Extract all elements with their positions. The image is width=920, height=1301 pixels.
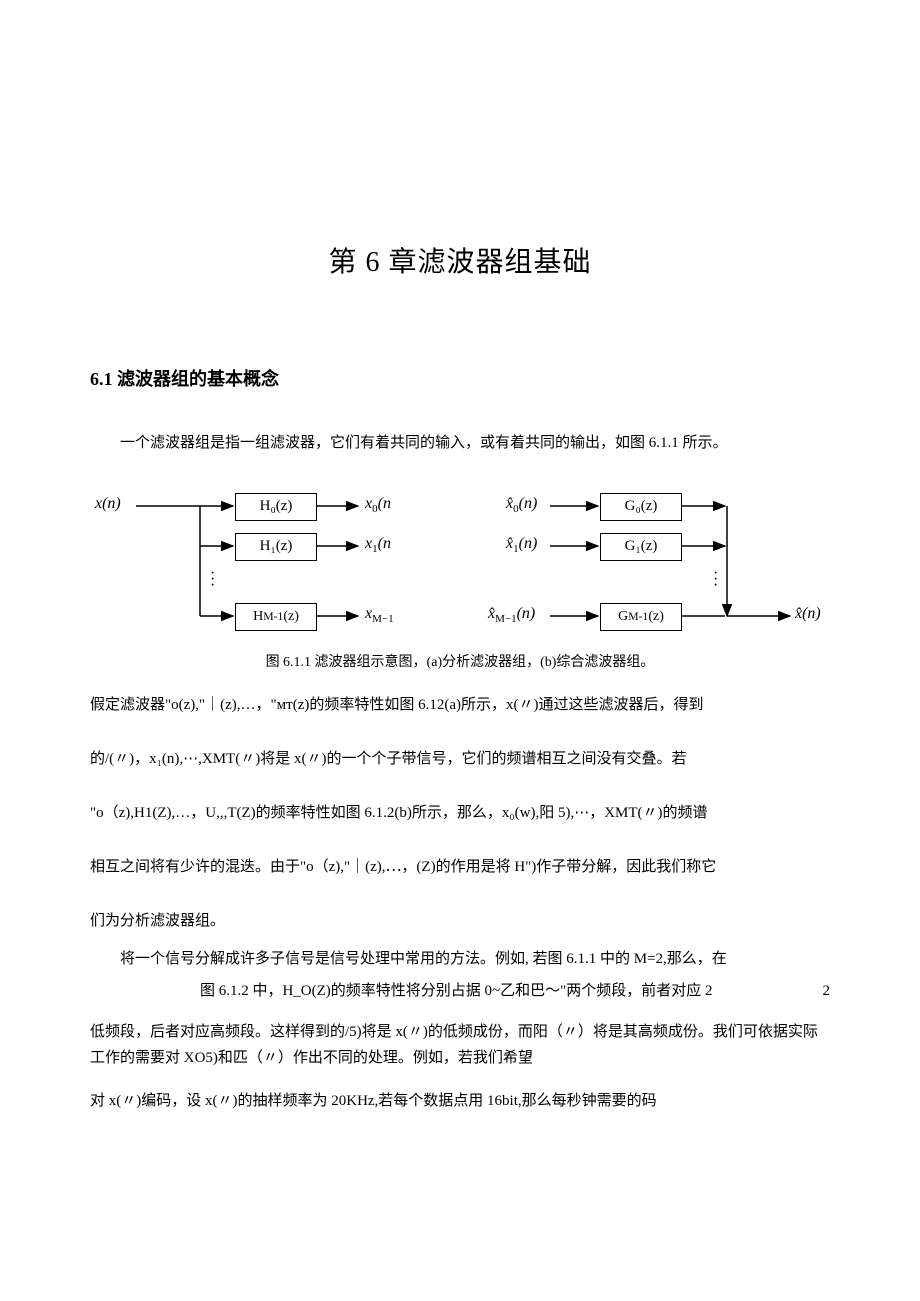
body-para-8: 低频段，后者对应高频段。这样得到的/5)将是 x(〃)的低频成份，而阳（〃）将是… (90, 1020, 830, 1071)
section-title: 6.1 滤波器组的基本概念 (90, 365, 830, 391)
body-para-5: 们为分析滤波器组。 (90, 902, 830, 941)
box-g0: G₀(z) (600, 493, 682, 521)
label-input-xn: x(n) (95, 495, 121, 513)
figure-caption: 图 6.1.1 滤波器组示意图，(a)分析滤波器组，(b)综合滤波器组。 (90, 651, 830, 671)
label-x1: x1(n (365, 535, 391, 555)
vdots-left: ··· (210, 571, 215, 589)
filter-bank-diagram: x(n) H₀(z) H₁(z) HM-1(z) x0(n x1(n xM−1 … (90, 475, 830, 645)
label-x0: x0(n (365, 495, 391, 515)
box-h0: H₀(z) (235, 493, 317, 521)
label-xhat0: x̂0(n) (506, 495, 537, 515)
box-gm1: GM-1(z) (600, 603, 682, 631)
figure-6-1-1: x(n) H₀(z) H₁(z) HM-1(z) x0(n x1(n xM−1 … (90, 475, 830, 671)
vdots-right: ··· (713, 571, 718, 589)
label-xhatm1: x̂M−1(n) (488, 605, 535, 625)
body-para-9: 对 x(〃)编码，设 x(〃)的抽样频率为 20KHz,若每个数据点用 16bi… (90, 1089, 830, 1115)
diagram-wires (90, 475, 830, 645)
label-xm1: xM−1 (365, 605, 394, 625)
box-hm1: HM-1(z) (235, 603, 317, 631)
intro-paragraph: 一个滤波器组是指一组滤波器，它们有着共同的输入，或有着共同的输出，如图 6.1.… (90, 431, 830, 457)
body-7-right: 2 (823, 978, 831, 1005)
box-g1: G₁(z) (600, 533, 682, 561)
body-para-6: 将一个信号分解成许多子信号是信号处理中常用的方法。例如, 若图 6.1.1 中的… (90, 947, 830, 973)
body-para-1: 假定滤波器"o(z),"｜(z),…，"мт(z)的频率特性如图 6.12(a)… (90, 686, 830, 725)
body-7-center: 图 6.1.2 中，H_O(Z)的频率特性将分别占据 0~乙和巴～"两个频段，前… (200, 983, 713, 999)
label-xhat1: x̂1(n) (506, 535, 537, 555)
body-para-3: "o（z),H1(Z),…，U,,,T(Z)的频率特性如图 6.1.2(b)所示… (90, 794, 830, 833)
chapter-title: 第 6 章滤波器组基础 (90, 240, 830, 280)
label-output-xhat: x̂(n) (795, 605, 821, 623)
body-para-7: 图 6.1.2 中，H_O(Z)的频率特性将分别占据 0~乙和巴～"两个频段，前… (90, 978, 830, 1005)
box-h1: H₁(z) (235, 533, 317, 561)
body-para-4: 相互之间将有少许的混迭。由于"o（z),"｜(z),⋯，(Z)的作用是将 H")… (90, 848, 830, 887)
body-para-2: 的/(〃)，x₁(n),⋯,XMT(〃)将是 x(〃)的一个个子带信号，它们的频… (90, 740, 830, 779)
